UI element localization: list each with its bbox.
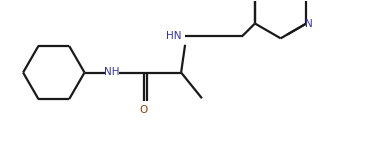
Text: N: N xyxy=(305,20,312,29)
Text: NH: NH xyxy=(104,67,120,76)
Text: O: O xyxy=(140,105,148,115)
Text: HN: HN xyxy=(166,31,182,41)
